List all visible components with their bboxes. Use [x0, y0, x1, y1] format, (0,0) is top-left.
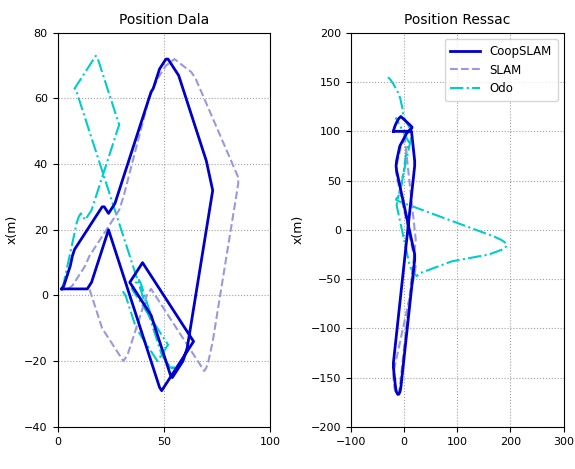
- Legend: CoopSLAM, SLAM, Odo: CoopSLAM, SLAM, Odo: [444, 39, 558, 101]
- Title: Position Ressac: Position Ressac: [404, 14, 511, 28]
- Y-axis label: x(m): x(m): [292, 215, 305, 244]
- Y-axis label: x(m): x(m): [6, 215, 19, 244]
- Title: Position Dala: Position Dala: [118, 14, 209, 28]
